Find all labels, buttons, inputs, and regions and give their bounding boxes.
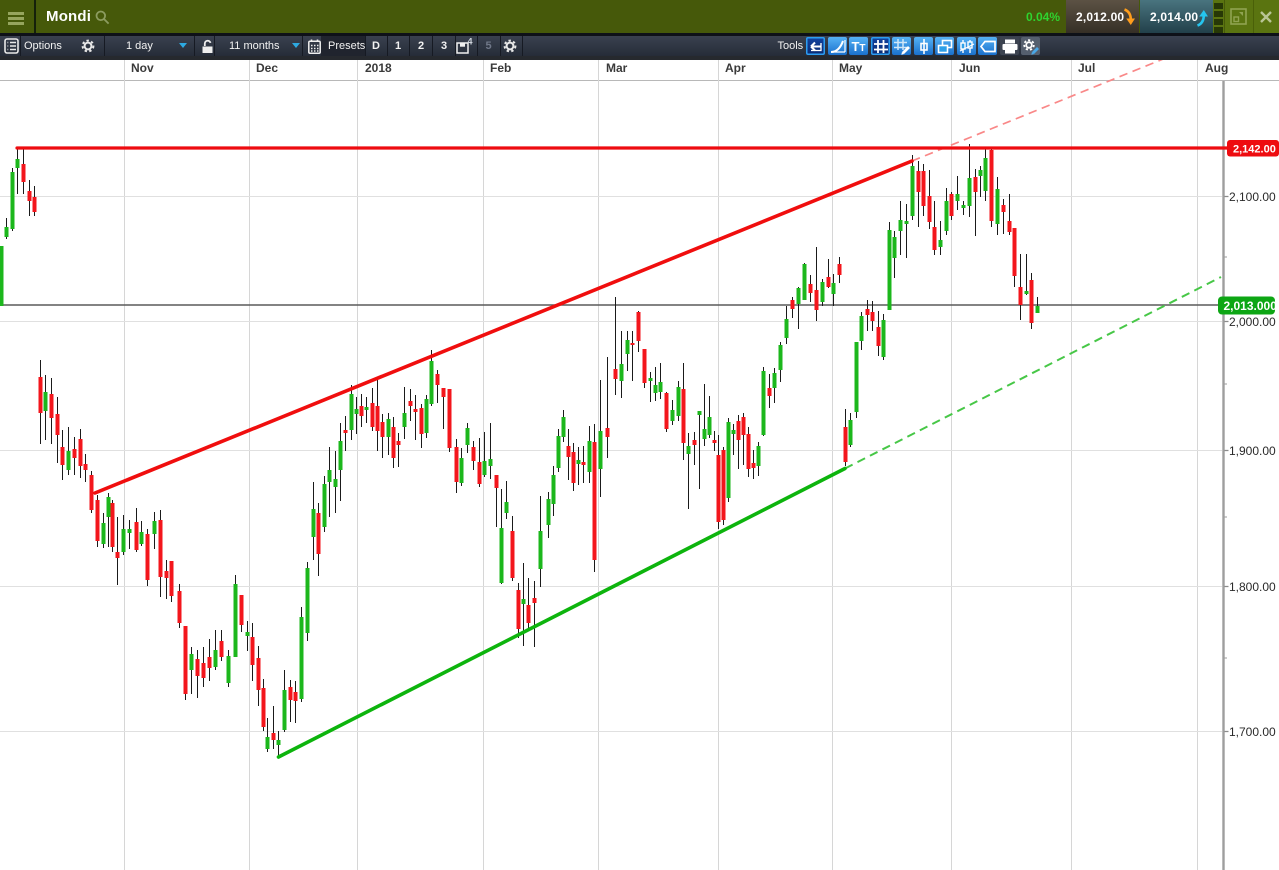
svg-text:2,100.00: 2,100.00: [1229, 190, 1276, 204]
svg-text:Dec: Dec: [256, 61, 278, 75]
svg-text:2,142.00: 2,142.00: [1233, 143, 1276, 155]
svg-text:May: May: [839, 61, 863, 75]
svg-text:Apr: Apr: [725, 61, 746, 75]
svg-text:2,013.000: 2,013.000: [1224, 299, 1278, 313]
svg-text:1,800.00: 1,800.00: [1229, 580, 1276, 594]
svg-text:1,700.00: 1,700.00: [1229, 725, 1276, 739]
svg-text:Nov: Nov: [131, 61, 154, 75]
svg-text:Mar: Mar: [606, 61, 628, 75]
svg-text:Jul: Jul: [1078, 61, 1095, 75]
svg-text:Jun: Jun: [959, 61, 980, 75]
svg-text:Feb: Feb: [490, 61, 511, 75]
svg-text:2018: 2018: [365, 61, 392, 75]
svg-text:Aug: Aug: [1205, 61, 1228, 75]
svg-text:1,900.00: 1,900.00: [1229, 444, 1276, 458]
svg-text:4: 4: [468, 37, 473, 47]
svg-text:2,000.00: 2,000.00: [1229, 315, 1276, 329]
